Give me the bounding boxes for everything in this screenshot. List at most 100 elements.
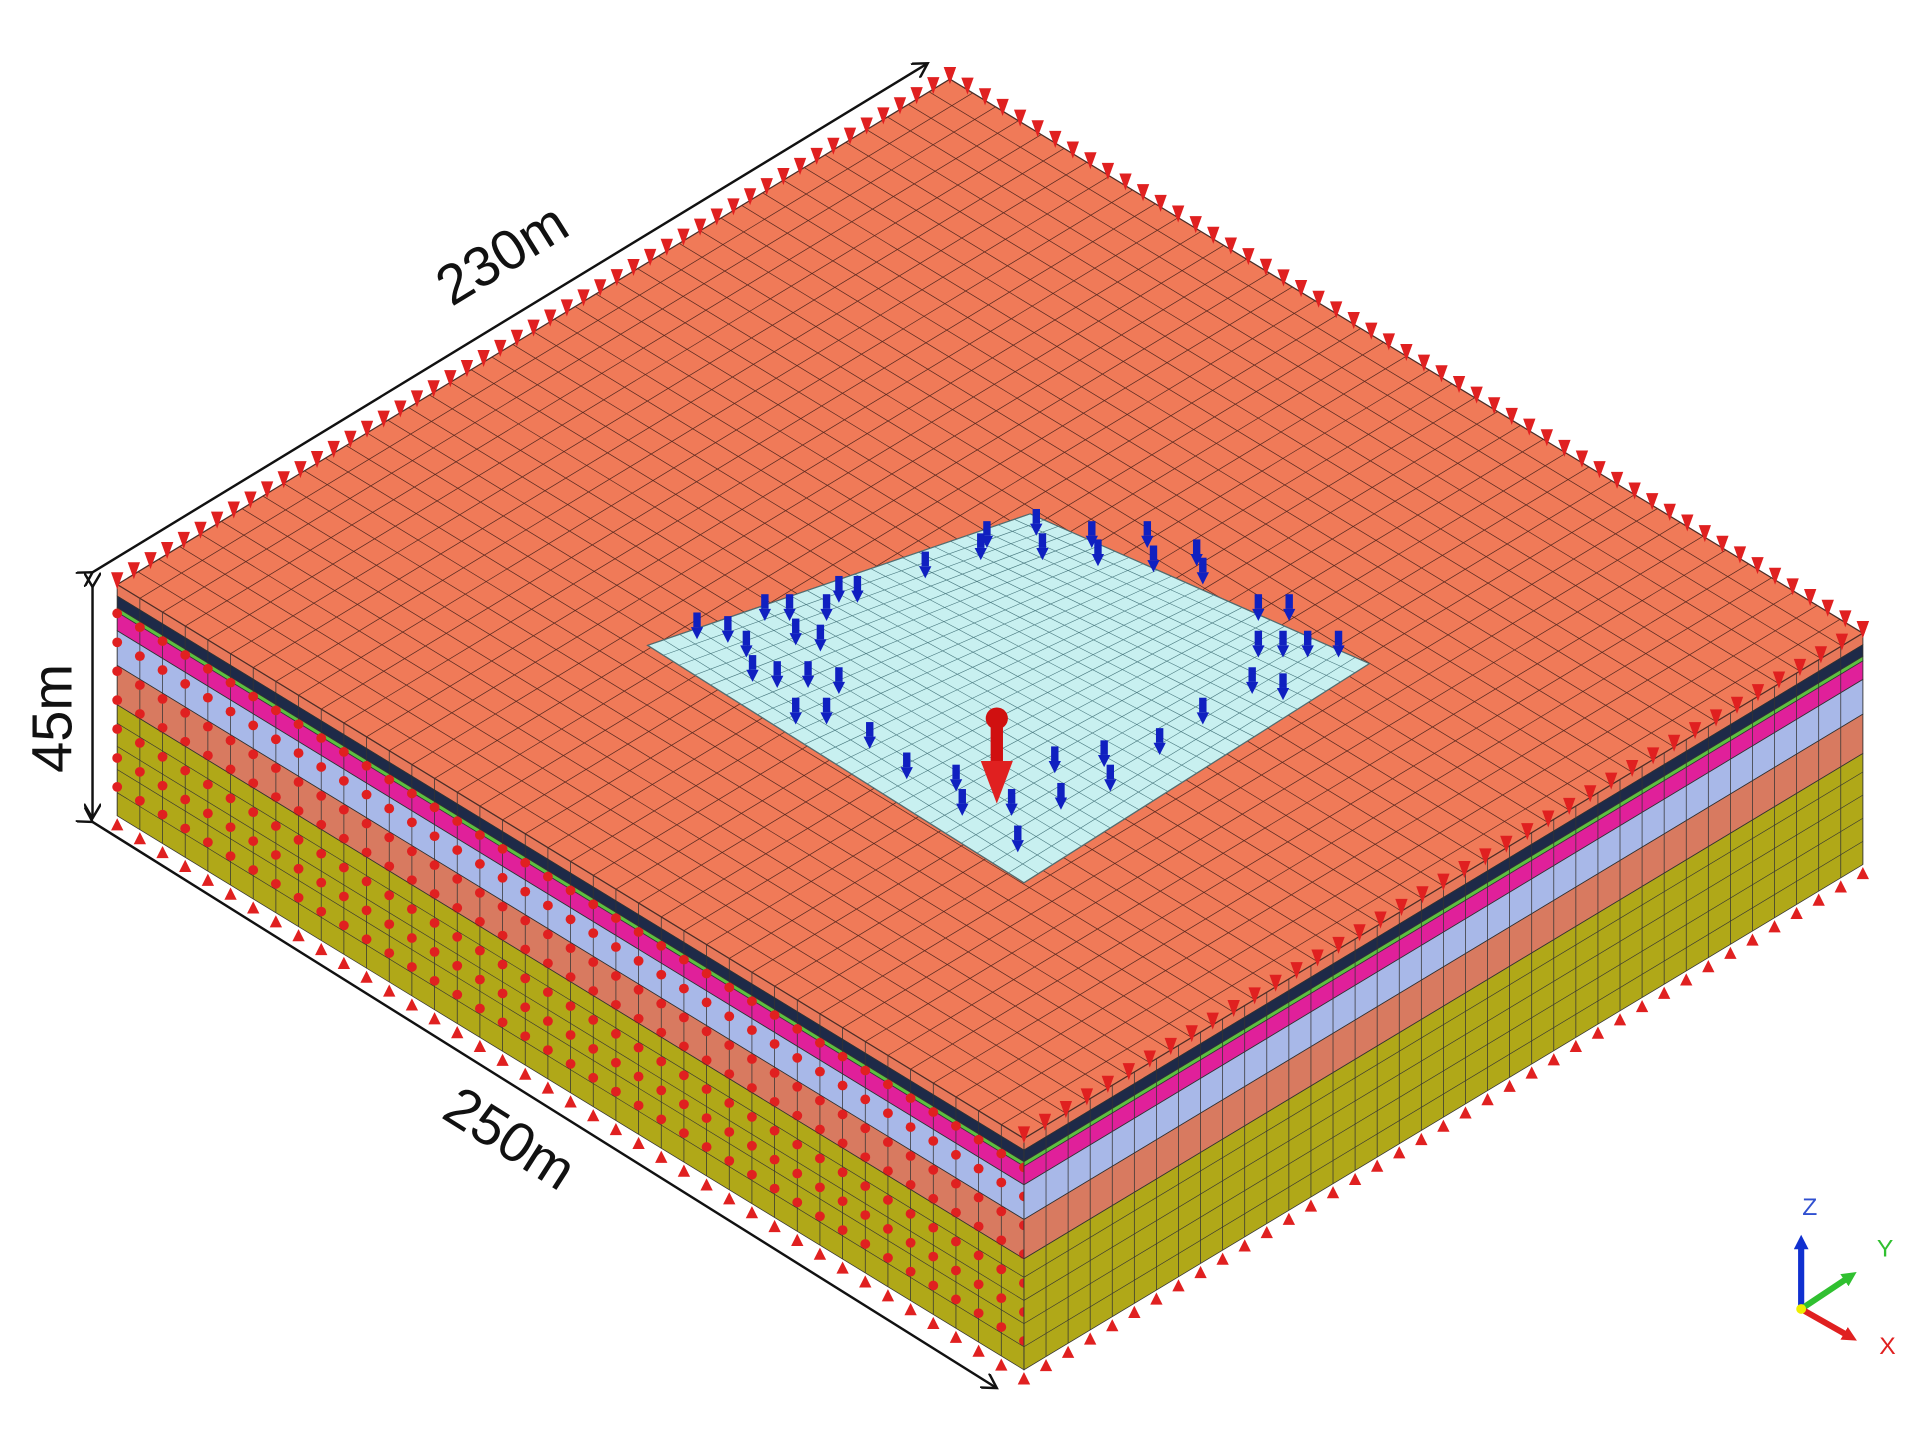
support xyxy=(814,639,827,652)
support xyxy=(452,845,463,855)
support xyxy=(202,808,213,819)
support xyxy=(406,933,417,943)
support xyxy=(835,667,843,682)
support xyxy=(225,793,236,804)
support xyxy=(1017,1126,1031,1144)
support xyxy=(406,817,417,828)
support xyxy=(133,832,147,845)
support xyxy=(1285,594,1293,609)
support xyxy=(1733,546,1747,564)
support xyxy=(1194,1265,1207,1279)
support xyxy=(1605,772,1618,790)
mesh-line xyxy=(1023,817,1864,1324)
support xyxy=(1091,554,1105,567)
support xyxy=(1097,754,1111,768)
support xyxy=(1066,141,1079,159)
mesh-line xyxy=(978,605,1818,1112)
support xyxy=(1242,248,1255,266)
support xyxy=(1856,866,1870,880)
support xyxy=(1100,740,1108,755)
support xyxy=(384,803,395,814)
support xyxy=(315,942,328,956)
support xyxy=(1085,535,1098,548)
support xyxy=(769,1154,780,1165)
mesh-line xyxy=(1008,657,1356,874)
support xyxy=(746,1140,757,1151)
support xyxy=(724,1011,735,1022)
support xyxy=(1049,130,1062,148)
support xyxy=(1371,1159,1384,1172)
support xyxy=(1365,322,1378,340)
support xyxy=(1382,333,1396,351)
support xyxy=(270,705,281,716)
support xyxy=(1199,557,1207,573)
support xyxy=(270,734,281,745)
support xyxy=(1646,493,1659,511)
y-label: Y xyxy=(1877,1236,1893,1263)
support xyxy=(724,1069,735,1079)
support xyxy=(316,762,327,772)
mesh-line xyxy=(865,535,1704,1042)
support xyxy=(1303,630,1312,646)
support xyxy=(972,1344,985,1357)
support xyxy=(361,789,372,800)
support xyxy=(429,831,440,842)
support xyxy=(1730,696,1744,714)
support xyxy=(769,1096,780,1107)
support xyxy=(180,678,191,689)
support xyxy=(814,1124,825,1135)
support xyxy=(1646,747,1660,765)
support xyxy=(1835,633,1849,651)
support xyxy=(225,735,236,746)
support xyxy=(1613,1013,1627,1026)
mesh-line xyxy=(804,167,1717,722)
support xyxy=(157,694,168,704)
support xyxy=(745,1206,759,1219)
support xyxy=(973,1163,984,1174)
support xyxy=(429,889,440,899)
support xyxy=(1141,535,1154,548)
support xyxy=(201,873,215,886)
support xyxy=(701,997,712,1008)
support xyxy=(338,775,349,786)
support xyxy=(983,521,991,536)
support xyxy=(980,535,994,548)
support xyxy=(973,1221,984,1232)
support xyxy=(701,1055,712,1066)
support xyxy=(977,533,985,548)
support xyxy=(1563,797,1576,815)
y-axis xyxy=(1799,1272,1857,1312)
support xyxy=(1772,671,1786,689)
support xyxy=(1290,962,1303,980)
support xyxy=(270,792,281,802)
support xyxy=(723,1192,736,1205)
support xyxy=(837,1196,848,1207)
support xyxy=(740,645,753,658)
support xyxy=(1353,924,1366,942)
support xyxy=(1470,386,1483,404)
support xyxy=(565,914,576,925)
support xyxy=(690,627,704,640)
support xyxy=(837,1080,848,1091)
support xyxy=(792,1110,803,1121)
support xyxy=(384,919,395,930)
model xyxy=(111,66,1870,1385)
support xyxy=(1804,589,1817,607)
support xyxy=(633,1071,644,1082)
support xyxy=(1088,521,1096,536)
support xyxy=(1259,258,1273,276)
support xyxy=(785,594,794,609)
support xyxy=(1199,697,1207,713)
support xyxy=(224,887,237,900)
support xyxy=(678,1099,689,1110)
support xyxy=(202,721,213,732)
support xyxy=(792,1052,803,1063)
support xyxy=(293,748,304,758)
support xyxy=(1032,508,1040,524)
support xyxy=(225,677,236,688)
support xyxy=(1856,621,1870,639)
support xyxy=(452,903,463,913)
support xyxy=(202,779,213,790)
support xyxy=(1702,960,1715,973)
support xyxy=(996,98,1009,116)
